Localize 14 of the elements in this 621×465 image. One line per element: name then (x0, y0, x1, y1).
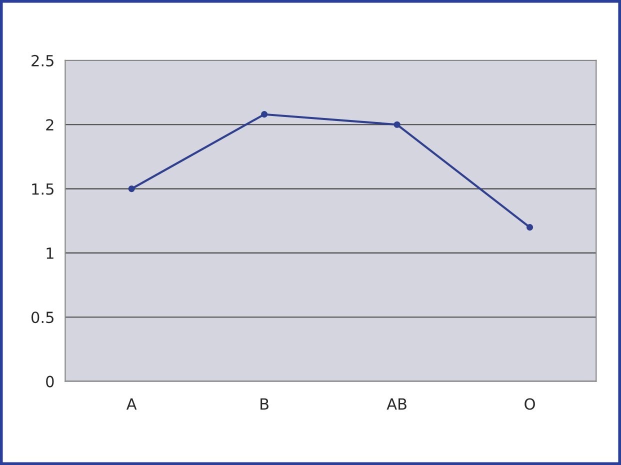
y-tick-label: 2.5 (32, 54, 54, 66)
point (394, 121, 400, 128)
y-tick-label: 0 (46, 376, 54, 388)
y-tick-label: 2 (46, 119, 54, 130)
x-tick-label: O (524, 398, 535, 410)
y-tick-label: 1.5 (32, 183, 54, 195)
y-tick-label: 1 (46, 248, 54, 259)
point (526, 224, 534, 231)
x-tick-label: A (126, 398, 137, 410)
point (261, 111, 268, 118)
y-tick-label: 0.5 (32, 312, 54, 324)
point (128, 185, 135, 192)
x-tick-label: AB (386, 398, 406, 410)
x-tick-label: B (260, 398, 268, 410)
